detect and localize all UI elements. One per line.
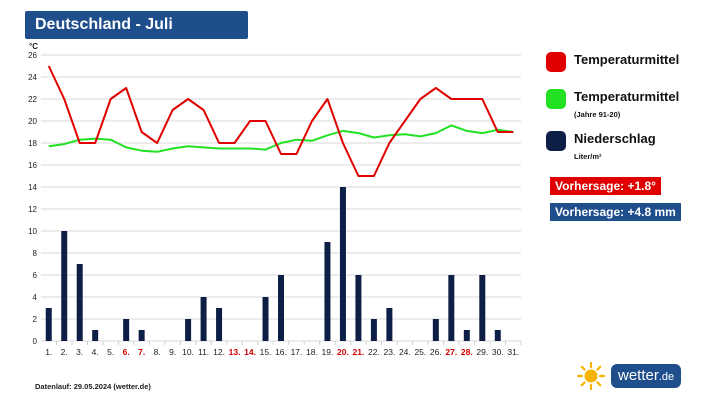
legend-norm: Temperaturmittel (Jahre 91-20) xyxy=(546,89,679,122)
x-tick-label: 20. xyxy=(337,347,349,357)
legend-precip-swatch xyxy=(546,131,566,151)
precip-bar xyxy=(185,319,192,341)
x-tick-label: 19. xyxy=(322,347,334,357)
precip-bar xyxy=(216,308,223,341)
x-tick-label: 11. xyxy=(198,347,209,357)
y-tick-label: 12 xyxy=(28,205,37,214)
x-tick-label: 4. xyxy=(92,347,99,357)
y-tick-label: 10 xyxy=(28,227,37,236)
precip-bar xyxy=(432,319,439,341)
x-tick-label: 27. xyxy=(445,347,457,357)
data-run-footer: Datenlauf: 29.05.2024 (wetter.de) xyxy=(35,382,151,391)
y-tick-label: 18 xyxy=(28,139,37,148)
x-tick-label: 15. xyxy=(260,347,272,357)
legend-norm-swatch xyxy=(546,89,566,109)
sun-icon xyxy=(577,362,605,390)
x-tick-label: 2. xyxy=(61,347,68,357)
precip-bar xyxy=(386,308,393,341)
norm-line xyxy=(48,124,514,153)
legend-norm-label: Temperaturmittel xyxy=(574,89,680,104)
x-tick-label: 1. xyxy=(45,347,52,357)
y-tick-label: 16 xyxy=(28,161,37,170)
forecast-temp-badge: Vorhersage: +1.8° xyxy=(550,177,661,195)
legend-precip-sublabel: Liter/m² xyxy=(574,152,602,161)
y-tick-label: 8 xyxy=(33,249,38,258)
y-tick-label: 4 xyxy=(33,293,38,302)
precip-bar xyxy=(45,308,52,341)
y-tick-label: 22 xyxy=(28,95,37,104)
legend-precip-label: Niederschlag xyxy=(574,131,656,146)
x-tick-label: 10. xyxy=(182,347,194,357)
x-tick-label: 3. xyxy=(76,347,83,357)
precip-bar xyxy=(494,330,501,341)
x-tick-label: 28. xyxy=(461,347,473,357)
x-tick-label: 24. xyxy=(399,347,411,357)
precip-bar xyxy=(138,330,145,341)
x-tick-label: 31. xyxy=(507,347,519,357)
y-tick-label: 0 xyxy=(33,337,38,346)
x-tick-label: 23. xyxy=(383,347,395,357)
precip-bar xyxy=(355,275,362,341)
x-tick-label: 25. xyxy=(414,347,426,357)
x-tick-label: 9. xyxy=(169,347,176,357)
y-tick-label: 14 xyxy=(28,183,37,192)
precip-bar xyxy=(61,231,68,341)
x-tick-label: 7. xyxy=(138,347,145,357)
y-tick-label: 2 xyxy=(33,315,38,324)
chart-title: Deutschland - Juli xyxy=(25,11,248,39)
precip-bar xyxy=(339,187,346,341)
precip-bar xyxy=(278,275,284,341)
legend-temp: Temperaturmittel xyxy=(546,52,679,72)
x-tick-label: 6. xyxy=(123,347,130,357)
logo-tld: .de xyxy=(658,371,675,383)
x-tick-label: 12. xyxy=(213,347,225,357)
y-axis-unit: °C xyxy=(29,42,38,51)
precip-bar xyxy=(123,319,130,341)
x-tick-label: 16. xyxy=(275,347,287,357)
x-tick-label: 18. xyxy=(306,347,318,357)
x-tick-label: 8. xyxy=(154,347,161,357)
legend-temp-swatch xyxy=(546,52,566,72)
legend-precip: Niederschlag Liter/m² xyxy=(546,131,656,164)
x-tick-label: 14. xyxy=(244,347,256,357)
precip-bar xyxy=(479,275,486,341)
legend-norm-sublabel: (Jahre 91-20) xyxy=(574,110,621,119)
precip-bar xyxy=(200,297,207,341)
precip-bar xyxy=(324,242,331,341)
y-tick-label: 20 xyxy=(28,117,37,126)
x-tick-label: 26. xyxy=(430,347,442,357)
y-tick-label: 26 xyxy=(28,51,37,60)
precip-bar xyxy=(463,330,470,341)
precip-bar xyxy=(370,319,377,341)
y-tick-label: 6 xyxy=(33,271,38,280)
forecast-precip-badge: Vorhersage: +4.8 mm xyxy=(550,203,681,221)
x-tick-label: 30. xyxy=(492,347,504,357)
x-tick-label: 21. xyxy=(353,347,365,357)
temp-line xyxy=(47,65,514,177)
precip-bar xyxy=(262,297,269,341)
precip-bar xyxy=(92,330,99,341)
legend-temp-label: Temperaturmittel xyxy=(574,52,680,67)
y-tick-label: 24 xyxy=(28,73,37,82)
x-tick-label: 5. xyxy=(107,347,114,357)
x-tick-label: 13. xyxy=(229,347,241,357)
x-tick-label: 22. xyxy=(368,347,380,357)
precip-bar xyxy=(448,275,455,341)
x-tick-label: 17. xyxy=(291,347,303,357)
x-tick-label: 29. xyxy=(476,347,488,357)
wetter-logo[interactable]: wetter.de xyxy=(577,362,682,390)
logo-name: wetter xyxy=(618,367,659,384)
precip-bar xyxy=(76,264,83,341)
